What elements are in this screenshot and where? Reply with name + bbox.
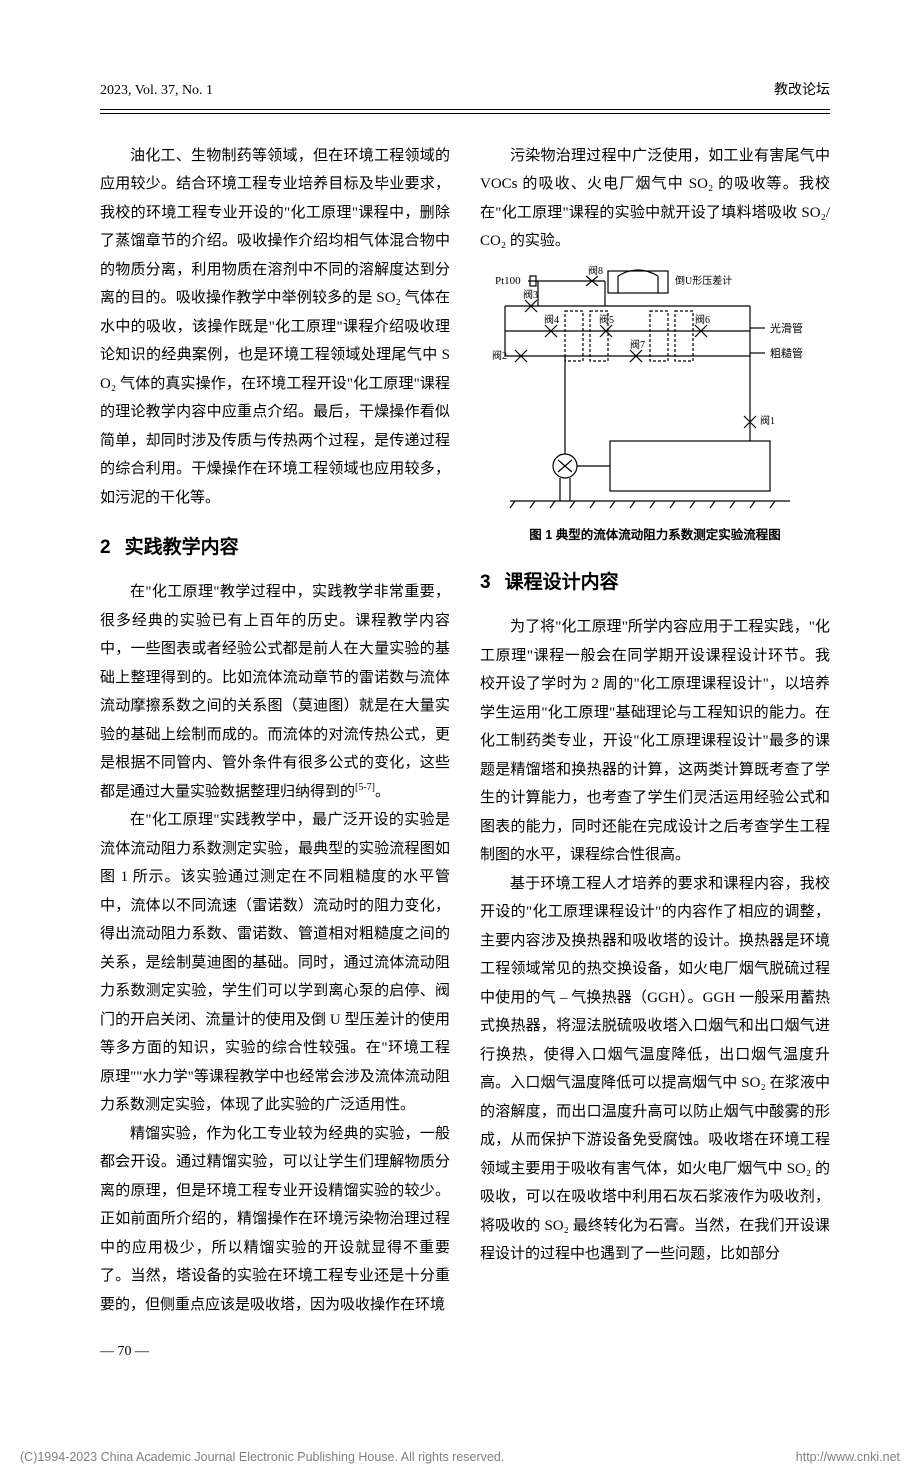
two-column-layout: 油化工、生物制药等领域，但在环境工程领域的应用较少。结合环境工程专业培养目标及毕…	[100, 142, 830, 1320]
label-pt100: Pt100	[495, 275, 521, 287]
section-heading-2: 2 实践教学内容	[100, 530, 450, 566]
label-valve8: 阀8	[588, 266, 603, 277]
section-heading-3: 3 课程设计内容	[480, 565, 830, 601]
label-valve7: 阀7	[630, 338, 645, 351]
label-valve5: 阀5	[599, 313, 614, 326]
header-left: 2023, Vol. 37, No. 1	[100, 78, 213, 105]
figure-1: Pt100 阀8 倒U形压差计	[480, 266, 830, 548]
citation-ref: [5-7]	[355, 782, 375, 793]
body-paragraph: 在"化工原理"教学过程中，实践教学非常重要，很多经典的实验已有上百年的历史。课程…	[100, 578, 450, 806]
body-paragraph: 基于环境工程人才培养的要求和课程内容，我校开设的"化工原理课程设计"的内容作了相…	[480, 870, 830, 1269]
header-rule	[100, 113, 830, 114]
label-valve1: 阀1	[760, 414, 775, 427]
label-rough: 粗糙管	[770, 346, 803, 360]
label-smooth: 光滑管	[770, 321, 803, 335]
right-column: 污染物治理过程中广泛使用，如工业有害尾气中 VOCs 的吸收、火电厂烟气中 SO…	[480, 142, 830, 1320]
page-number: — 70 —	[100, 1339, 830, 1366]
figure-caption: 图 1 典型的流体流动阻力系数测定实验流程图	[480, 524, 830, 548]
cnki-footer: (C)1994-2023 China Academic Journal Elec…	[0, 1446, 920, 1480]
heading-number: 3	[480, 572, 491, 593]
label-valve6: 阀6	[695, 313, 710, 326]
label-valve3: 阀3	[523, 288, 538, 301]
heading-number: 2	[100, 537, 111, 558]
page-container: 2023, Vol. 37, No. 1 教改论坛 油化工、生物制药等领域，但在…	[0, 0, 920, 1406]
label-valve4: 阀4	[544, 313, 559, 326]
label-utube: 倒U形压差计	[675, 274, 732, 287]
heading-text: 实践教学内容	[125, 537, 239, 558]
footer-copyright: (C)1994-2023 China Academic Journal Elec…	[20, 1446, 504, 1470]
footer-url: http://www.cnki.net	[796, 1446, 900, 1470]
header-right: 教改论坛	[774, 78, 830, 105]
flow-diagram-svg: Pt100 阀8 倒U形压差计	[490, 266, 820, 516]
body-paragraph: 在"化工原理"实践教学中，最广泛开设的实验是流体流动阻力系数测定实验，最典型的实…	[100, 806, 450, 1120]
body-paragraph: 污染物治理过程中广泛使用，如工业有害尾气中 VOCs 的吸收、火电厂烟气中 SO…	[480, 142, 830, 256]
body-paragraph: 为了将"化工原理"所学内容应用于工程实践，"化工原理"课程一般会在同学期开设课程…	[480, 613, 830, 870]
left-column: 油化工、生物制药等领域，但在环境工程领域的应用较少。结合环境工程专业培养目标及毕…	[100, 142, 450, 1320]
body-paragraph: 油化工、生物制药等领域，但在环境工程领域的应用较少。结合环境工程专业培养目标及毕…	[100, 142, 450, 513]
body-paragraph: 精馏实验，作为化工专业较为经典的实验，一般都会开设。通过精馏实验，可以让学生们理…	[100, 1120, 450, 1320]
heading-text: 课程设计内容	[505, 572, 619, 593]
running-header: 2023, Vol. 37, No. 1 教改论坛	[100, 78, 830, 110]
